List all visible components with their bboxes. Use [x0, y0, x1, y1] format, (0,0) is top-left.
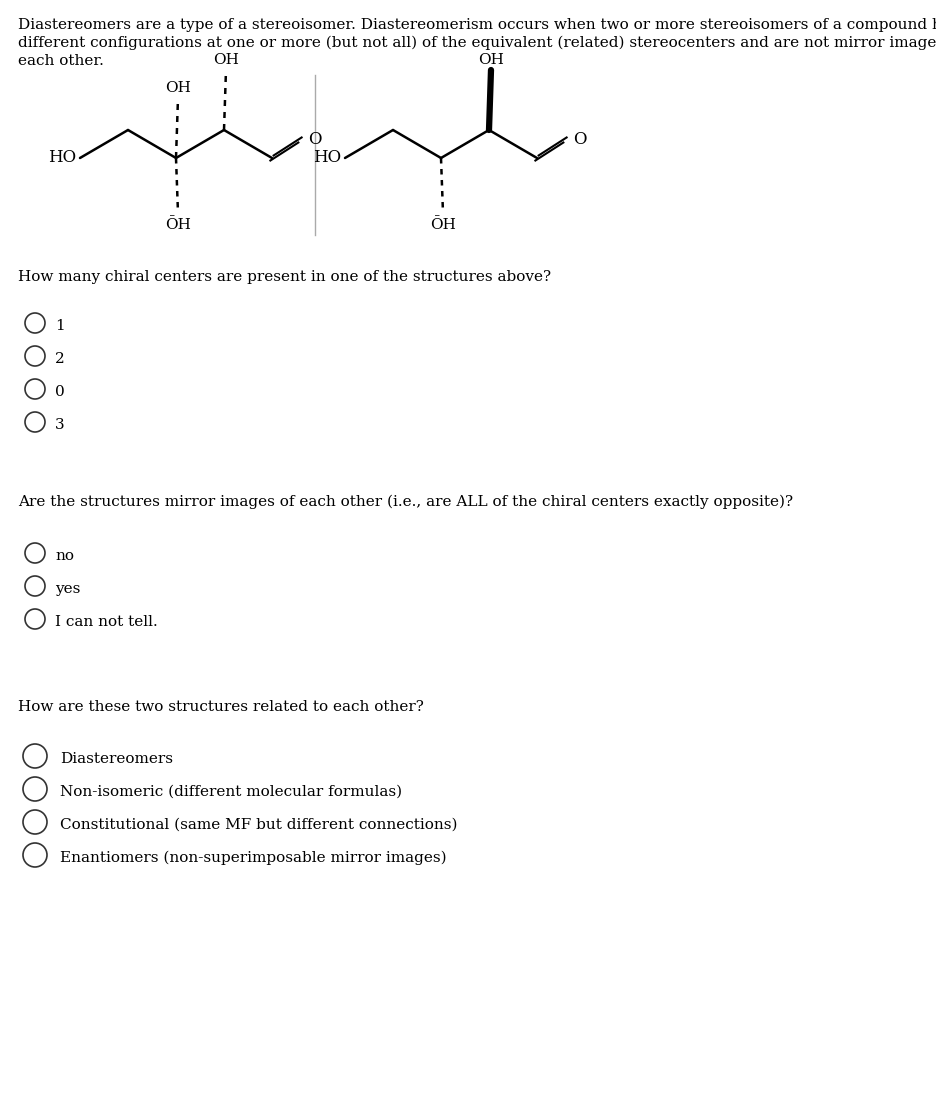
Text: Constitutional (same MF but different connections): Constitutional (same MF but different co… — [60, 818, 457, 833]
Text: HO: HO — [48, 149, 76, 167]
Text: OH: OH — [477, 53, 504, 67]
Text: O: O — [308, 131, 321, 148]
Text: Diastereomers: Diastereomers — [60, 752, 173, 766]
Text: different configurations at one or more (but not all) of the equivalent (related: different configurations at one or more … — [18, 36, 936, 50]
Text: ŌH: ŌH — [165, 218, 191, 232]
Text: no: no — [55, 549, 74, 563]
Text: 2: 2 — [55, 352, 65, 366]
Text: OH: OH — [212, 53, 239, 67]
Text: O: O — [573, 131, 586, 148]
Text: yes: yes — [55, 582, 80, 595]
Text: ŌH: ŌH — [430, 218, 456, 232]
Text: each other.: each other. — [18, 55, 104, 68]
Text: OH: OH — [165, 81, 191, 95]
Text: How are these two structures related to each other?: How are these two structures related to … — [18, 700, 423, 715]
Text: How many chiral centers are present in one of the structures above?: How many chiral centers are present in o… — [18, 270, 550, 284]
Text: I can not tell.: I can not tell. — [55, 615, 157, 629]
Text: Diastereomers are a type of a stereoisomer. Diastereomerism occurs when two or m: Diastereomers are a type of a stereoisom… — [18, 18, 936, 32]
Text: 3: 3 — [55, 418, 65, 432]
Text: HO: HO — [313, 149, 341, 167]
Text: Are the structures mirror images of each other (i.e., are ALL of the chiral cent: Are the structures mirror images of each… — [18, 495, 792, 510]
Text: Enantiomers (non-superimposable mirror images): Enantiomers (non-superimposable mirror i… — [60, 851, 446, 866]
Text: 1: 1 — [55, 319, 65, 333]
Text: 0: 0 — [55, 385, 65, 398]
Text: Non-isomeric (different molecular formulas): Non-isomeric (different molecular formul… — [60, 785, 402, 799]
